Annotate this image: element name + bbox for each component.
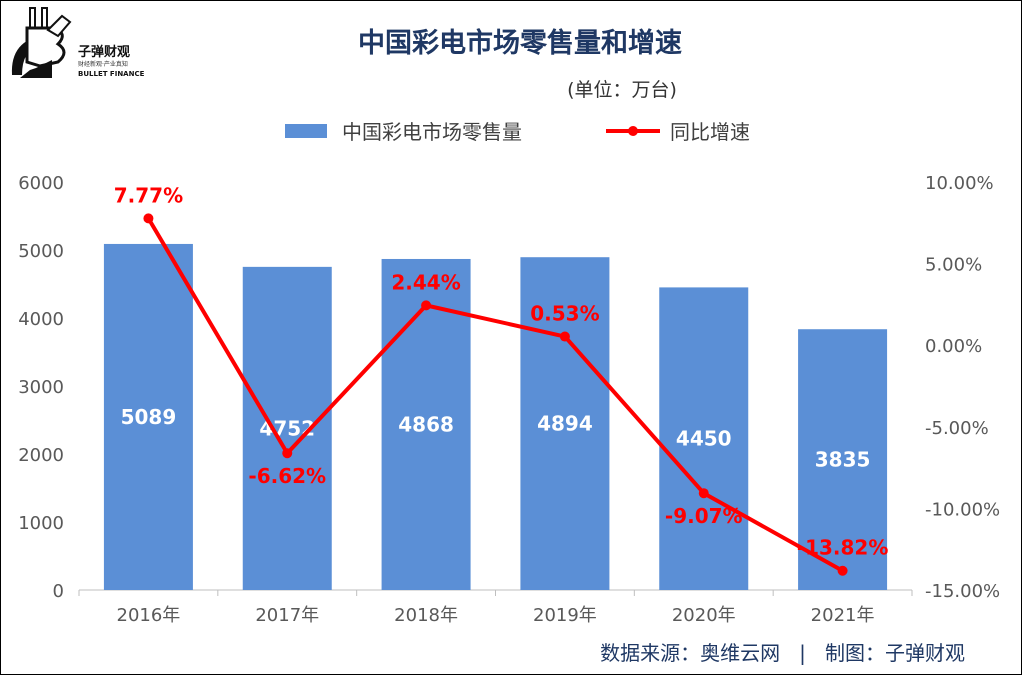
legend-line-label: 同比增速 — [670, 120, 750, 144]
growth-value-label: 2.44% — [391, 270, 460, 294]
growth-value-label: -9.07% — [665, 504, 743, 528]
bar-value-label: 4868 — [398, 412, 454, 436]
logo-name: 子弹财观 — [78, 44, 130, 60]
growth-line — [146, 217, 844, 573]
logo-english: BULLET FINANCE — [78, 70, 145, 78]
legend: 中国彩电市场零售量 同比增速 — [285, 120, 750, 144]
growth-value-label: -13.82% — [797, 536, 889, 560]
y-left-tick-label: 3000 — [18, 377, 64, 398]
growth-value-label: 7.77% — [114, 183, 183, 207]
bar — [798, 329, 888, 590]
growth-point — [698, 488, 709, 499]
growth-point — [282, 448, 293, 459]
bar — [659, 287, 749, 590]
bar — [381, 258, 471, 590]
source-text: 数据来源：奥维云网 | 制图：子弹财观 — [600, 641, 965, 665]
y-left-tick-label: 6000 — [18, 173, 64, 194]
x-tick-label: 2020年 — [672, 605, 736, 626]
growth-point — [143, 213, 154, 224]
x-tick-label: 2016年 — [117, 605, 181, 626]
logo: 子弹财观 财经新观·产业真知 BULLET FINANCE — [11, 7, 145, 78]
growth-point — [837, 565, 848, 576]
y-left-tick-label: 2000 — [18, 445, 64, 466]
chart-title: 中国彩电市场零售量和增速 — [358, 27, 682, 59]
y-right-tick-label: -15.00% — [925, 581, 1000, 602]
growth-point — [421, 300, 432, 311]
bar-value-label: 4894 — [537, 412, 593, 436]
bar — [103, 243, 193, 590]
bar-value-label: 4450 — [676, 427, 732, 451]
x-tick-label: 2019年 — [533, 605, 597, 626]
legend-bar-swatch — [285, 124, 327, 138]
chart-subtitle: (单位：万台) — [567, 79, 677, 101]
y-right-tick-label: 5.00% — [925, 255, 982, 276]
y-right-tick-label: -5.00% — [925, 418, 989, 439]
x-tick-label: 2021年 — [811, 605, 875, 626]
bar-value-label: 5089 — [121, 405, 177, 429]
bar — [520, 257, 610, 590]
x-tick-label: 2018年 — [394, 605, 458, 626]
bar-value-label: 3835 — [815, 448, 871, 472]
legend-line-marker — [628, 126, 638, 136]
y-left-tick-label: 5000 — [18, 241, 64, 262]
growth-point — [559, 331, 570, 342]
logo-tagline: 财经新观·产业真知 — [78, 60, 128, 68]
y-left-tick-label: 4000 — [18, 309, 64, 330]
legend-bar-label: 中国彩电市场零售量 — [342, 120, 522, 144]
y-right-tick-label: 10.00% — [925, 173, 994, 194]
growth-value-label: 0.53% — [530, 302, 599, 326]
x-tick-label: 2017年 — [255, 605, 319, 626]
growth-value-label: -6.62% — [248, 464, 326, 488]
bar — [242, 266, 332, 590]
y-right-tick-label: 0.00% — [925, 336, 982, 357]
y-right-tick-label: -10.00% — [925, 499, 1000, 520]
y-left-tick-label: 0 — [53, 581, 64, 602]
y-left-tick-label: 1000 — [18, 513, 64, 534]
